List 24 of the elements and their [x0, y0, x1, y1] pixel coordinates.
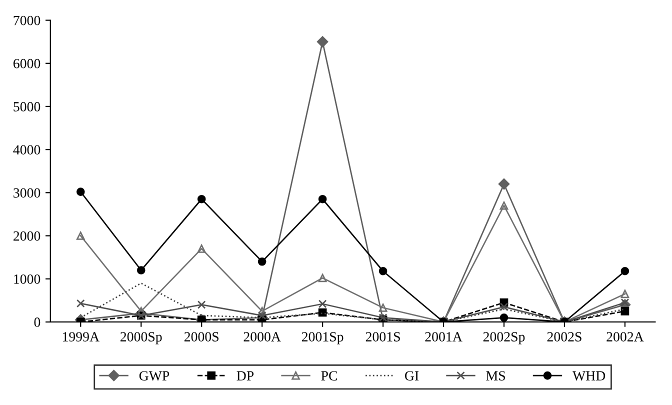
legend-label: DP: [236, 371, 254, 380]
x-tick-label: 2002Sp: [483, 332, 525, 344]
x-tick-label: 1999A: [62, 332, 100, 342]
y-tick-label: 0: [34, 318, 40, 327]
y-tick-label: 6000: [13, 58, 40, 68]
x-tick-label: 2002A: [606, 332, 644, 342]
y-tick-label: 7000: [14, 16, 40, 26]
x-tick-label: 2001A: [425, 332, 462, 342]
legend-label: PC: [321, 371, 337, 381]
legend-label: WHD: [572, 371, 606, 381]
y-tick-label: 3000: [14, 188, 40, 198]
legend-label: GI: [405, 371, 419, 381]
y-tick-label: 4000: [13, 145, 40, 155]
x-tick-label: 2000A: [244, 332, 281, 342]
x-tick-label: 2002S: [547, 332, 582, 342]
y-tick-label: 1000: [14, 274, 40, 284]
x-tick-label: 2001Sp: [302, 332, 344, 344]
x-tick-label: 2001S: [366, 332, 400, 342]
y-tick-label: 2000: [14, 231, 40, 241]
y-tick-label: 5000: [14, 102, 40, 112]
legend-label: MS: [486, 371, 505, 381]
legend-label: GWP: [139, 371, 170, 381]
x-tick-label: 2000S: [184, 332, 218, 342]
x-tick-label: 2000Sp: [120, 332, 162, 344]
